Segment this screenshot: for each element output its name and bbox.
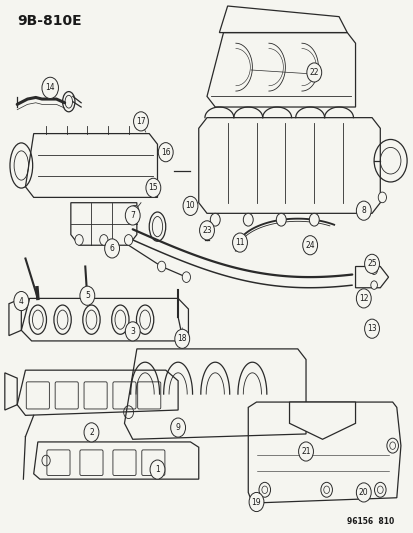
Circle shape [364, 254, 379, 273]
Circle shape [199, 221, 214, 240]
Circle shape [232, 233, 247, 252]
Text: 9B-810E: 9B-810E [17, 14, 82, 28]
Circle shape [174, 329, 189, 349]
Text: 9: 9 [175, 423, 180, 432]
Text: 1: 1 [155, 465, 159, 474]
Text: 7: 7 [130, 211, 135, 220]
Text: 17: 17 [136, 117, 145, 126]
Circle shape [210, 213, 220, 226]
Text: 6: 6 [109, 244, 114, 253]
Circle shape [158, 143, 173, 162]
Text: 3: 3 [130, 327, 135, 336]
Text: 8: 8 [361, 206, 365, 215]
Circle shape [364, 319, 379, 338]
Circle shape [356, 289, 370, 308]
Circle shape [183, 196, 197, 215]
Text: 16: 16 [161, 148, 170, 157]
Circle shape [133, 112, 148, 131]
Text: 2: 2 [89, 428, 94, 437]
Circle shape [320, 482, 332, 497]
Text: 14: 14 [45, 83, 55, 92]
Circle shape [145, 178, 160, 197]
Text: 24: 24 [305, 241, 314, 250]
Circle shape [259, 482, 270, 497]
Circle shape [125, 322, 140, 341]
Circle shape [243, 213, 253, 226]
Circle shape [374, 482, 385, 497]
Circle shape [370, 281, 377, 289]
Text: 11: 11 [235, 238, 244, 247]
Circle shape [14, 292, 28, 311]
Circle shape [131, 205, 139, 216]
Polygon shape [289, 402, 355, 439]
Text: 22: 22 [309, 68, 318, 77]
Text: 96156  810: 96156 810 [347, 517, 394, 526]
Text: 13: 13 [366, 324, 376, 333]
Circle shape [356, 201, 370, 220]
Text: 20: 20 [358, 488, 368, 497]
Circle shape [306, 63, 321, 82]
Text: 25: 25 [366, 260, 376, 268]
Circle shape [150, 460, 164, 479]
Text: 5: 5 [85, 291, 90, 300]
Circle shape [75, 235, 83, 245]
Circle shape [370, 266, 377, 274]
Circle shape [100, 235, 108, 245]
Circle shape [249, 492, 263, 512]
Text: 4: 4 [19, 296, 24, 305]
Text: 19: 19 [251, 497, 261, 506]
Text: 21: 21 [301, 447, 310, 456]
Circle shape [84, 423, 99, 442]
Text: 10: 10 [185, 201, 195, 211]
Circle shape [377, 192, 386, 203]
Circle shape [309, 213, 318, 226]
Text: 12: 12 [358, 294, 368, 303]
Circle shape [298, 442, 313, 461]
Circle shape [125, 206, 140, 225]
Circle shape [170, 418, 185, 437]
Circle shape [386, 438, 397, 453]
Circle shape [42, 77, 58, 99]
Circle shape [182, 272, 190, 282]
Circle shape [275, 213, 285, 226]
Circle shape [80, 286, 95, 305]
Text: 15: 15 [148, 183, 158, 192]
Circle shape [157, 261, 165, 272]
Text: 18: 18 [177, 334, 187, 343]
Circle shape [302, 236, 317, 255]
Text: 23: 23 [202, 226, 211, 235]
Circle shape [356, 483, 370, 502]
Circle shape [104, 239, 119, 258]
Circle shape [124, 235, 133, 245]
